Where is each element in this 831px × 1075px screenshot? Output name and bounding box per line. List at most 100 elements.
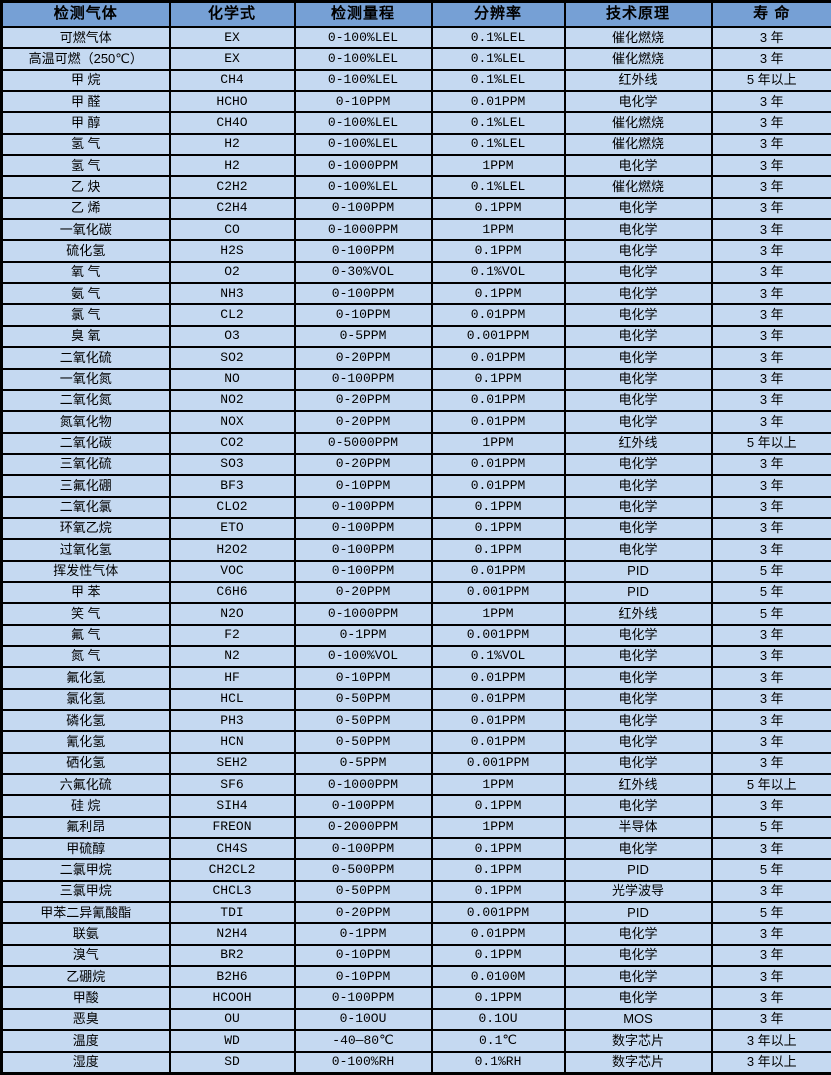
table-row: 可燃气体 EX 0-100%LEL 0.1%LEL 催化燃烧 3 年 (0, 25, 831, 50)
cell-lifespan: 3 年 (710, 922, 831, 946)
cell-resolution: 1PPM (430, 815, 566, 840)
cell-gas-name: 氮 气 (0, 644, 171, 669)
cell-formula: O2 (168, 260, 296, 285)
cell-principle: 电化学 (563, 623, 713, 647)
cell-range: 0-100%VOL (293, 644, 433, 669)
cell-formula: BF3 (168, 474, 296, 498)
cell-gas-name: 溴气 (0, 943, 171, 968)
cell-principle: PID (563, 580, 713, 605)
column-header-gas: 检测气体 (0, 0, 171, 28)
cell-resolution: 0.1PPM (430, 538, 566, 562)
cell-range: 0-1PPM (293, 922, 433, 946)
cell-principle: 电化学 (563, 474, 713, 498)
cell-lifespan: 3 年 (710, 239, 831, 263)
table-row: 恶臭 OU 0-10OU 0.1OU MOS 3 年 (0, 1007, 831, 1032)
cell-formula: N2H4 (168, 922, 296, 946)
cell-lifespan: 3 年 (710, 90, 831, 114)
table-row: 溴气 BR2 0-10PPM 0.1PPM 电化学 3 年 (0, 943, 831, 968)
cell-formula: VOC (168, 559, 296, 583)
cell-resolution: 0.1%LEL (430, 175, 566, 199)
cell-range: 0-20PPM (293, 580, 433, 605)
cell-range: 0-100%LEL (293, 111, 433, 135)
cell-range: 0-20PPM (293, 901, 433, 925)
cell-principle: 电化学 (563, 90, 713, 114)
cell-formula: CO (168, 218, 296, 242)
cell-resolution: 0.01PPM (430, 90, 566, 114)
table-row: 甲苯二异氰酸酯 TDI 0-20PPM 0.001PPM PID 5 年 (0, 901, 831, 925)
cell-principle: 电化学 (563, 666, 713, 690)
cell-resolution: 0.1%VOL (430, 644, 566, 669)
cell-formula: NO (168, 367, 296, 391)
table-row: 一氧化碳 CO 0-1000PPM 1PPM 电化学 3 年 (0, 218, 831, 242)
cell-resolution: 0.01PPM (430, 346, 566, 370)
cell-principle: 催化燃烧 (563, 132, 713, 157)
cell-lifespan: 3 年 (710, 47, 831, 71)
cell-gas-name: 甲酸 (0, 986, 171, 1010)
table-row: 甲 烷 CH4 0-100%LEL 0.1%LEL 红外线 5 年以上 (0, 68, 831, 93)
cell-formula: OU (168, 1007, 296, 1032)
cell-lifespan: 3 年 (710, 282, 831, 306)
cell-range: -40—80℃ (293, 1029, 433, 1053)
cell-gas-name: 氮氧化物 (0, 410, 171, 434)
cell-resolution: 0.1PPM (430, 986, 566, 1010)
table-row: 温度 WD -40—80℃ 0.1℃ 数字芯片 3 年以上 (0, 1029, 831, 1053)
cell-gas-name: 臭 氧 (0, 324, 171, 349)
cell-lifespan: 3 年 (710, 495, 831, 519)
column-header-principle: 技术原理 (563, 0, 713, 28)
cell-resolution: 0.1℃ (430, 1029, 566, 1053)
cell-gas-name: 二氧化氮 (0, 388, 171, 413)
cell-gas-name: 二氧化氯 (0, 495, 171, 519)
cell-principle: 红外线 (563, 773, 713, 797)
cell-gas-name: 甲 烷 (0, 68, 171, 93)
table-row: 氰化氢 HCN 0-50PPM 0.01PPM 电化学 3 年 (0, 730, 831, 754)
cell-principle: 红外线 (563, 431, 713, 455)
table-row: 三氧化硫 SO3 0-20PPM 0.01PPM 电化学 3 年 (0, 452, 831, 477)
table-row: 乙硼烷 B2H6 0-10PPM 0.0100M 电化学 3 年 (0, 965, 831, 989)
cell-resolution: 0.01PPM (430, 687, 566, 712)
cell-gas-name: 二氯甲烷 (0, 858, 171, 882)
cell-principle: 电化学 (563, 986, 713, 1010)
cell-resolution: 0.1PPM (430, 794, 566, 818)
cell-resolution: 0.1%LEL (430, 25, 566, 50)
table-row: 氟 气 F2 0-1PPM 0.001PPM 电化学 3 年 (0, 623, 831, 647)
header-row: 检测气体 化学式 检测量程 分辨率 技术原理 寿 命 (0, 0, 831, 28)
cell-lifespan: 3 年以上 (710, 1029, 831, 1053)
cell-lifespan: 3 年 (710, 1007, 831, 1032)
cell-range: 0-100%LEL (293, 68, 433, 93)
cell-formula: N2O (168, 602, 296, 626)
cell-lifespan: 3 年 (710, 367, 831, 391)
cell-formula: H2S (168, 239, 296, 263)
cell-range: 0-100%LEL (293, 175, 433, 199)
cell-resolution: 0.1PPM (430, 239, 566, 263)
cell-formula: CLO2 (168, 495, 296, 519)
cell-principle: 电化学 (563, 751, 713, 776)
table-row: 三氯甲烷 CHCL3 0-50PPM 0.1PPM 光学波导 3 年 (0, 879, 831, 904)
cell-lifespan: 3 年 (710, 303, 831, 327)
cell-gas-name: 恶臭 (0, 1007, 171, 1032)
cell-formula: WD (168, 1029, 296, 1053)
table-row: 六氟化硫 SF6 0-1000PPM 1PPM 红外线 5 年以上 (0, 773, 831, 797)
cell-range: 0-10PPM (293, 666, 433, 690)
cell-lifespan: 3 年 (710, 837, 831, 861)
cell-resolution: 0.01PPM (430, 410, 566, 434)
table-row: 挥发性气体 VOC 0-100PPM 0.01PPM PID 5 年 (0, 559, 831, 583)
cell-lifespan: 3 年 (710, 623, 831, 647)
cell-formula: F2 (168, 623, 296, 647)
cell-formula: EX (168, 47, 296, 71)
cell-range: 0-1PPM (293, 623, 433, 647)
cell-gas-name: 温度 (0, 1029, 171, 1053)
table-row: 乙 炔 C2H2 0-100%LEL 0.1%LEL 催化燃烧 3 年 (0, 175, 831, 199)
cell-resolution: 0.1PPM (430, 196, 566, 221)
cell-lifespan: 3 年 (710, 25, 831, 50)
cell-principle: 电化学 (563, 687, 713, 712)
table-row: 氧 气 O2 0-30%VOL 0.1%VOL 电化学 3 年 (0, 260, 831, 285)
cell-resolution: 0.1PPM (430, 837, 566, 861)
cell-lifespan: 3 年 (710, 794, 831, 818)
cell-formula: HF (168, 666, 296, 690)
cell-range: 0-100PPM (293, 196, 433, 221)
cell-lifespan: 3 年 (710, 218, 831, 242)
table-row: 二氯甲烷 CH2CL2 0-500PPM 0.1PPM PID 5 年 (0, 858, 831, 882)
cell-formula: FREON (168, 815, 296, 840)
cell-range: 0-100PPM (293, 516, 433, 541)
cell-gas-name: 甲苯二异氰酸酯 (0, 901, 171, 925)
